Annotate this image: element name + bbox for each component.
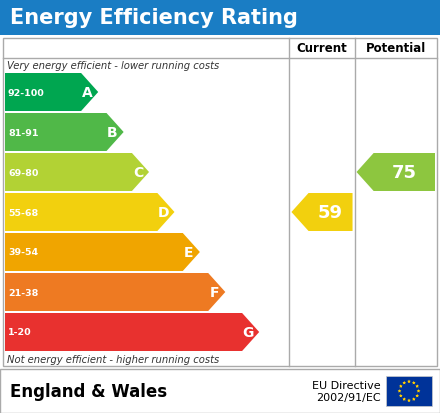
- Text: 21-38: 21-38: [8, 288, 38, 297]
- Polygon shape: [398, 389, 401, 393]
- Polygon shape: [417, 389, 420, 393]
- Bar: [386, 376, 432, 406]
- Text: Current: Current: [297, 43, 347, 55]
- Polygon shape: [407, 399, 411, 402]
- Bar: [0, 369, 440, 413]
- Polygon shape: [5, 233, 200, 271]
- Polygon shape: [402, 397, 406, 401]
- Text: Energy Efficiency Rating: Energy Efficiency Rating: [10, 8, 298, 28]
- Text: 2002/91/EC: 2002/91/EC: [316, 392, 381, 402]
- Polygon shape: [5, 74, 98, 112]
- Polygon shape: [399, 394, 403, 397]
- Polygon shape: [5, 313, 259, 351]
- Text: England & Wales: England & Wales: [10, 382, 167, 400]
- Text: EU Directive: EU Directive: [312, 380, 381, 390]
- Polygon shape: [407, 380, 411, 383]
- Text: 1-20: 1-20: [8, 328, 32, 337]
- Polygon shape: [415, 394, 419, 397]
- Text: 75: 75: [392, 164, 417, 182]
- Bar: [0, 0, 440, 36]
- Text: Not energy efficient - higher running costs: Not energy efficient - higher running co…: [7, 354, 219, 364]
- Text: F: F: [209, 285, 219, 299]
- Text: E: E: [184, 245, 194, 259]
- Text: D: D: [158, 206, 169, 219]
- Text: 81-91: 81-91: [8, 128, 39, 137]
- Text: Potential: Potential: [366, 43, 426, 55]
- Bar: [3, 39, 437, 366]
- Polygon shape: [5, 273, 225, 311]
- Text: 92-100: 92-100: [8, 88, 45, 97]
- Polygon shape: [399, 385, 403, 388]
- Text: B: B: [107, 126, 118, 140]
- Text: C: C: [133, 166, 143, 180]
- Polygon shape: [356, 154, 435, 192]
- Polygon shape: [402, 381, 406, 385]
- Polygon shape: [415, 385, 419, 388]
- Polygon shape: [5, 154, 149, 192]
- Text: G: G: [242, 325, 254, 339]
- Text: A: A: [82, 86, 92, 100]
- Text: 59: 59: [318, 204, 343, 221]
- Polygon shape: [412, 381, 416, 385]
- Polygon shape: [291, 194, 352, 231]
- Text: 69-80: 69-80: [8, 168, 38, 177]
- Text: 39-54: 39-54: [8, 248, 38, 257]
- Polygon shape: [5, 114, 124, 152]
- Text: Very energy efficient - lower running costs: Very energy efficient - lower running co…: [7, 61, 219, 71]
- Text: 55-68: 55-68: [8, 208, 38, 217]
- Polygon shape: [5, 194, 175, 231]
- Polygon shape: [412, 397, 416, 401]
